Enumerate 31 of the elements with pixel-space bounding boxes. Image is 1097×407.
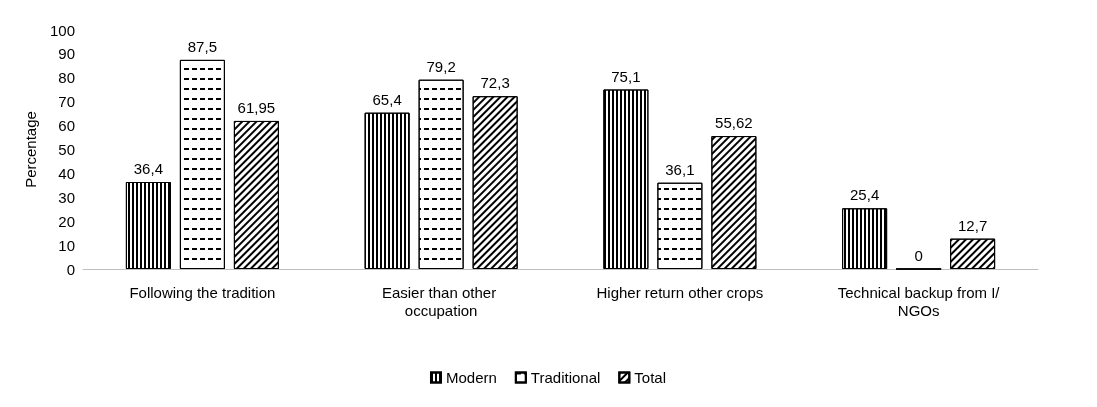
y-tick-label: 100 [49, 21, 75, 39]
y-tick-label: 80 [58, 69, 75, 87]
data-label: 72,3 [480, 74, 510, 92]
y-tick-label: 20 [58, 212, 75, 230]
legend-label: Traditional [530, 369, 601, 386]
data-label: 55,62 [715, 114, 753, 132]
data-label: 65,4 [372, 90, 402, 108]
x-tick-label: Following the tradition [129, 283, 276, 301]
legend-label: Modern [445, 369, 497, 386]
data-label: 61,95 [237, 98, 276, 116]
data-label: 12,7 [958, 216, 988, 234]
y-tick-label: 0 [66, 260, 75, 278]
x-tick-label: Technical backup from I/NGOs [837, 283, 1001, 319]
data-label: 25,4 [850, 186, 880, 204]
y-tick-label: 10 [58, 236, 75, 254]
data-label: 75,1 [611, 67, 641, 85]
data-label: 0 [914, 246, 923, 264]
y-tick-label: 90 [58, 45, 75, 63]
data-label: 36,1 [665, 160, 695, 178]
y-tick-label: 30 [58, 188, 75, 206]
legend-label: Total [634, 369, 667, 386]
y-tick-label: 60 [58, 117, 75, 135]
data-label: 79,2 [426, 57, 456, 75]
y-axis-title: Percentage [22, 111, 39, 188]
x-tick-label: Easier than other occupation [381, 283, 501, 319]
data-label: 36,4 [133, 160, 163, 177]
x-tick-label: Higher return other crops [596, 283, 764, 301]
y-tick-label: 70 [58, 93, 75, 111]
data-label: 87,5 [187, 37, 217, 55]
y-tick-label: 40 [58, 164, 75, 182]
y-tick-label: 50 [58, 141, 75, 158]
